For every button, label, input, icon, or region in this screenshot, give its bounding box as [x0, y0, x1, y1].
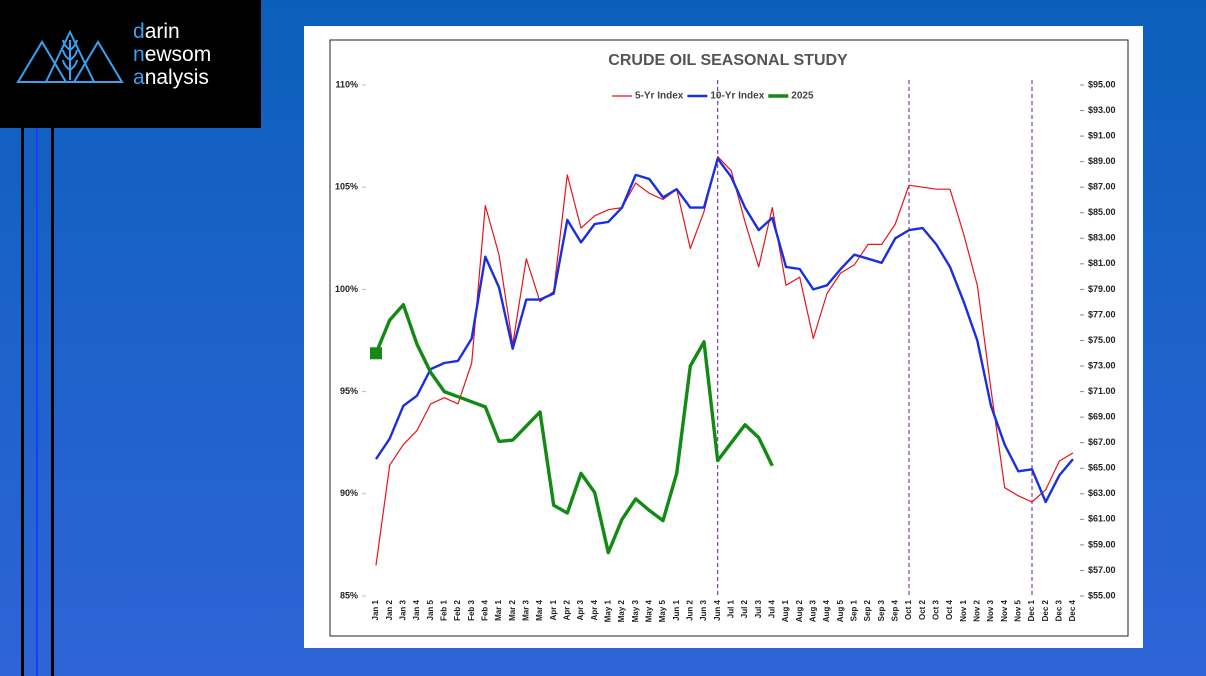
x-tick-label: Aug 1: [781, 599, 790, 622]
x-tick-label: Sep 3: [877, 599, 886, 621]
y2-tick-label: $89.00: [1088, 156, 1116, 166]
x-tick-label: Jan 5: [426, 599, 435, 620]
logo-line: analysis: [133, 66, 209, 89]
y2-tick-label: $73.00: [1088, 360, 1116, 370]
x-tick-label: Apr 3: [576, 599, 585, 620]
x-tick-label: Jan 3: [398, 599, 407, 620]
x-tick-label: Jul 4: [767, 599, 776, 618]
x-tick-label: Jul 2: [740, 599, 749, 618]
y2-tick-label: $85.00: [1088, 207, 1116, 217]
series-line: [374, 303, 774, 555]
x-tick-label: Sep 1: [849, 599, 858, 621]
x-tick-label: Nov 3: [986, 599, 995, 621]
decor-bar: [36, 128, 38, 676]
logo-line: darin: [133, 20, 180, 43]
legend-label: 2025: [791, 91, 814, 102]
series-line: [375, 155, 1074, 566]
x-tick-label: Apr 2: [562, 599, 571, 620]
x-tick-label: Apr 4: [590, 599, 599, 620]
x-tick-label: Jan 1: [371, 599, 380, 620]
x-tick-label: Mar 1: [494, 599, 503, 620]
y2-tick-label: $59.00: [1088, 539, 1116, 549]
x-tick-label: Jul 3: [754, 599, 763, 618]
y2-tick-label: $65.00: [1088, 463, 1116, 473]
y-tick-label: 95%: [340, 386, 358, 396]
chart-panel: [304, 26, 1143, 648]
y2-tick-label: $95.00: [1088, 79, 1116, 89]
x-tick-label: Apr 1: [549, 599, 558, 620]
x-tick-label: Dec 3: [1054, 599, 1063, 621]
x-tick-label: May 3: [631, 599, 640, 622]
x-tick-label: Jul 1: [726, 599, 735, 618]
x-tick-label: Mar 3: [521, 599, 530, 620]
decor-bar: [21, 128, 24, 676]
y-tick-label: 100%: [335, 284, 358, 294]
x-tick-label: Jun 1: [672, 599, 681, 620]
x-tick-label: Sep 2: [863, 599, 872, 621]
x-tick-label: Dec 2: [1041, 599, 1050, 621]
y-tick-label: 85%: [340, 590, 358, 600]
x-tick-label: Aug 2: [795, 599, 804, 622]
y2-tick-label: $87.00: [1088, 182, 1116, 192]
x-tick-label: May 4: [644, 599, 653, 622]
x-tick-label: Mar 4: [535, 599, 544, 620]
x-tick-label: Dec 4: [1068, 599, 1077, 621]
y2-tick-label: $81.00: [1088, 258, 1116, 268]
y-tick-label: 110%: [335, 79, 358, 89]
y2-tick-label: $79.00: [1088, 284, 1116, 294]
x-tick-label: Nov 5: [1013, 599, 1022, 621]
x-tick-label: Sep 4: [890, 599, 899, 621]
y2-tick-label: $55.00: [1088, 590, 1116, 600]
x-tick-label: Nov 1: [959, 599, 968, 621]
legend-label: 5-Yr Index: [635, 91, 684, 102]
x-tick-label: May 1: [603, 599, 612, 622]
x-tick-label: Aug 5: [836, 599, 845, 622]
y2-tick-label: $63.00: [1088, 488, 1116, 498]
x-tick-label: Nov 4: [1000, 599, 1009, 621]
y-tick-label: 105%: [335, 182, 358, 192]
x-tick-label: Oct 3: [931, 599, 940, 620]
x-tick-label: Jan 4: [412, 599, 421, 620]
y-tick-label: 90%: [340, 488, 358, 498]
logo-text: darin newsom analysis: [133, 20, 211, 89]
x-tick-label: Oct 1: [904, 599, 913, 620]
x-tick-label: Feb 4: [480, 599, 489, 620]
x-tick-label: Aug 3: [808, 599, 817, 622]
logo-line: newsom: [133, 43, 212, 66]
x-tick-label: Mar 2: [508, 599, 517, 620]
logo: darin newsom analysis: [0, 0, 261, 128]
logo-icon: [16, 29, 124, 83]
x-tick-label: Oct 4: [945, 599, 954, 620]
x-tick-label: Oct 2: [918, 599, 927, 620]
y2-tick-label: $57.00: [1088, 565, 1116, 575]
x-tick-label: Feb 2: [453, 599, 462, 620]
y2-tick-label: $61.00: [1088, 514, 1116, 524]
y2-tick-label: $67.00: [1088, 437, 1116, 447]
point-marker: [370, 347, 382, 360]
decor-bar: [51, 128, 54, 676]
series-line: [375, 157, 1074, 504]
y2-tick-label: $75.00: [1088, 335, 1116, 345]
x-tick-label: Jun 2: [685, 599, 694, 620]
chart-border: [329, 39, 1129, 637]
x-tick-label: Aug 4: [822, 599, 831, 622]
y2-tick-label: $91.00: [1088, 130, 1116, 140]
y2-tick-label: $69.00: [1088, 412, 1116, 422]
x-tick-label: Dec 1: [1027, 599, 1036, 621]
y2-tick-label: $93.00: [1088, 105, 1116, 115]
x-tick-label: Jun 4: [713, 599, 722, 620]
x-tick-label: Nov 2: [972, 599, 981, 621]
y2-tick-label: $83.00: [1088, 233, 1116, 243]
legend-label: 10-Yr Index: [710, 91, 764, 102]
x-tick-label: Feb 1: [439, 599, 448, 620]
chart-title: CRUDE OIL SEASONAL STUDY: [608, 52, 848, 69]
y2-tick-label: $77.00: [1088, 309, 1116, 319]
x-tick-label: Jan 2: [385, 599, 394, 620]
x-tick-label: May 5: [658, 599, 667, 622]
x-tick-label: Feb 3: [467, 599, 476, 620]
y2-tick-label: $71.00: [1088, 386, 1116, 396]
x-tick-label: Jun 3: [699, 599, 708, 620]
x-tick-label: May 2: [617, 599, 626, 622]
